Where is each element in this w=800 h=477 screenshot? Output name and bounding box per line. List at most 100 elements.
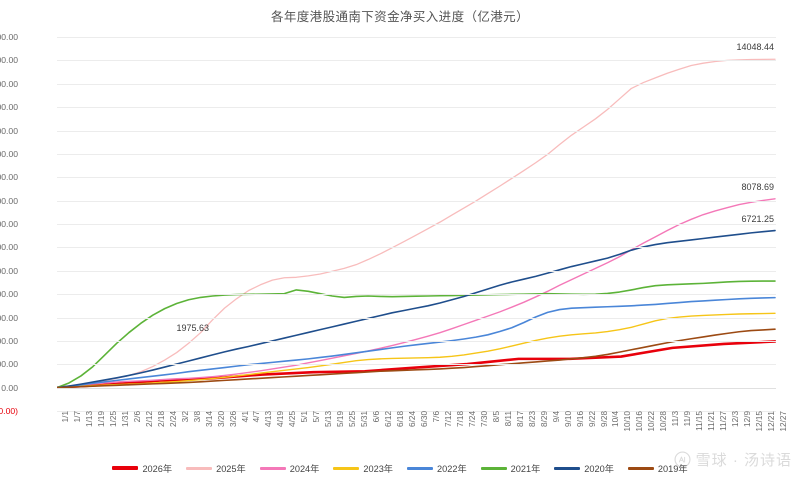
- legend-item-2024年[interactable]: 2024年: [259, 461, 320, 475]
- y-axis-tick: 5000.00: [0, 265, 18, 276]
- gridline: [57, 411, 776, 412]
- x-axis-tick: 1/31: [120, 411, 130, 427]
- legend-item-2020年[interactable]: 2020年: [554, 461, 614, 475]
- gridline: [57, 60, 776, 62]
- y-axis-tick: 8000.00: [0, 195, 18, 206]
- legend-label: 2024年: [289, 464, 320, 474]
- legend-swatch-icon: [554, 466, 581, 470]
- y-axis-tick: 9000.00: [0, 172, 18, 183]
- gridline: [57, 364, 776, 366]
- series-line-2024年: [56, 198, 776, 389]
- x-axis-tick: 4/25: [288, 411, 298, 427]
- legend-item-2026年[interactable]: 2026年: [112, 461, 172, 475]
- x-axis-tick: 8/11: [503, 411, 513, 427]
- x-axis-tick: 9/28: [599, 411, 609, 427]
- series-line-2021年: [56, 280, 776, 389]
- x-axis-tick: 8/5: [491, 411, 501, 423]
- watermark-text: 雪球 · 汤诗语: [695, 452, 792, 469]
- x-axis-tick: 5/1: [300, 411, 310, 423]
- legend-item-2022年[interactable]: 2022年: [407, 461, 467, 475]
- legend-label: 2020年: [584, 464, 614, 474]
- series-lines-svg: [55, 58, 777, 389]
- x-axis-tick: 7/6: [431, 411, 441, 423]
- x-axis-tick: 1/13: [84, 411, 94, 427]
- y-axis-tick: 13000.00: [0, 78, 18, 89]
- x-axis-tick: 12/27: [779, 411, 788, 432]
- legend-item-2025年[interactable]: 2025年: [186, 461, 246, 475]
- x-axis-tick: 6/30: [420, 411, 429, 427]
- legend-swatch-icon: [407, 466, 433, 470]
- gridline: [57, 317, 776, 319]
- series-line-2023年: [56, 312, 776, 389]
- x-axis-tick: 3/14: [204, 411, 214, 427]
- legend-swatch-icon: [112, 466, 139, 470]
- legend-item-2023年[interactable]: 2023年: [333, 461, 393, 475]
- legend-label: 2026年: [142, 464, 173, 474]
- gridline: [57, 200, 776, 202]
- x-axis-tick: 5/7: [312, 411, 322, 423]
- y-axis-tick: (1000.00): [0, 406, 18, 416]
- legend-label: 2022年: [437, 464, 467, 474]
- y-axis-tick: 3000.00: [0, 312, 18, 323]
- plot-area: [55, 37, 777, 411]
- x-axis-tick: 10/10: [623, 411, 633, 432]
- series-line-2026年: [55, 340, 777, 389]
- x-axis-tick: 3/8: [192, 411, 202, 423]
- x-axis-tick: 6/24: [408, 411, 418, 427]
- x-axis-tick: 10/22: [647, 411, 657, 432]
- legend-swatch-icon: [333, 466, 360, 470]
- y-axis-tick: 6000.00: [0, 242, 18, 253]
- x-axis-tick: 7/24: [467, 411, 477, 427]
- x-axis-tick: 5/25: [348, 411, 358, 427]
- x-axis-tick: 2/12: [144, 411, 154, 427]
- series-line-2025年: [56, 58, 776, 389]
- series-line-2020年: [56, 229, 776, 389]
- gridline: [57, 107, 776, 109]
- x-axis-tick: 10/28: [659, 411, 669, 432]
- legend-label: 2023年: [363, 464, 393, 474]
- gridline: [57, 247, 776, 249]
- x-axis-tick: 11/15: [695, 411, 705, 431]
- legend-swatch-icon: [627, 466, 654, 470]
- chart-title: 各年度港股通南下资金净买入进度（亿港元）: [270, 10, 529, 24]
- x-axis-tick: 4/1: [240, 411, 250, 423]
- data-label-2025年: 14048.44: [736, 42, 774, 53]
- x-axis-tick: 10/4: [611, 411, 621, 427]
- gridline: [57, 177, 776, 179]
- legend-swatch-icon: [186, 466, 213, 470]
- x-axis-tick: 2/24: [168, 411, 178, 427]
- x-axis-tick: 5/31: [360, 411, 370, 427]
- x-axis-tick: 9/10: [563, 411, 573, 427]
- gridline: [57, 340, 776, 342]
- x-axis-tick: 12/3: [731, 411, 741, 427]
- legend-item-2021年[interactable]: 2021年: [480, 461, 541, 475]
- x-axis-tick: 8/29: [539, 411, 549, 427]
- legend-label: 2025年: [216, 464, 246, 474]
- y-axis-tick: 10000.00: [0, 148, 18, 159]
- x-axis-tick: 2/6: [132, 411, 142, 423]
- y-axis-tick: 4000.00: [0, 289, 18, 300]
- series-line-2019年: [56, 328, 776, 389]
- x-axis-tick: 9/4: [551, 411, 561, 423]
- x-axis-tick: 10/16: [635, 411, 645, 432]
- x-axis-tick: 7/18: [455, 411, 465, 427]
- x-axis-tick: 3/26: [228, 411, 238, 427]
- gridline: [57, 37, 776, 38]
- legend-label: 2021年: [510, 464, 541, 474]
- gridline: [57, 294, 776, 296]
- y-axis-tick: 1000.00: [0, 359, 18, 370]
- x-axis-tick: 3/20: [216, 411, 226, 427]
- x-axis-tick: 4/13: [264, 411, 274, 427]
- y-axis-tick: 0.00: [1, 382, 18, 393]
- x-axis-tick: 12/9: [743, 411, 753, 427]
- data-label-2024年: 8078.69: [741, 181, 774, 192]
- x-axis-tick: 11/27: [719, 411, 729, 431]
- legend-label: 2019年: [657, 464, 688, 474]
- x-axis-tick: 11/9: [683, 411, 693, 427]
- x-axis-tick: 5/19: [336, 411, 346, 427]
- legend-item-2019年[interactable]: 2019年: [627, 461, 688, 475]
- gridline: [57, 270, 776, 272]
- x-axis-tick: 2/18: [156, 411, 166, 427]
